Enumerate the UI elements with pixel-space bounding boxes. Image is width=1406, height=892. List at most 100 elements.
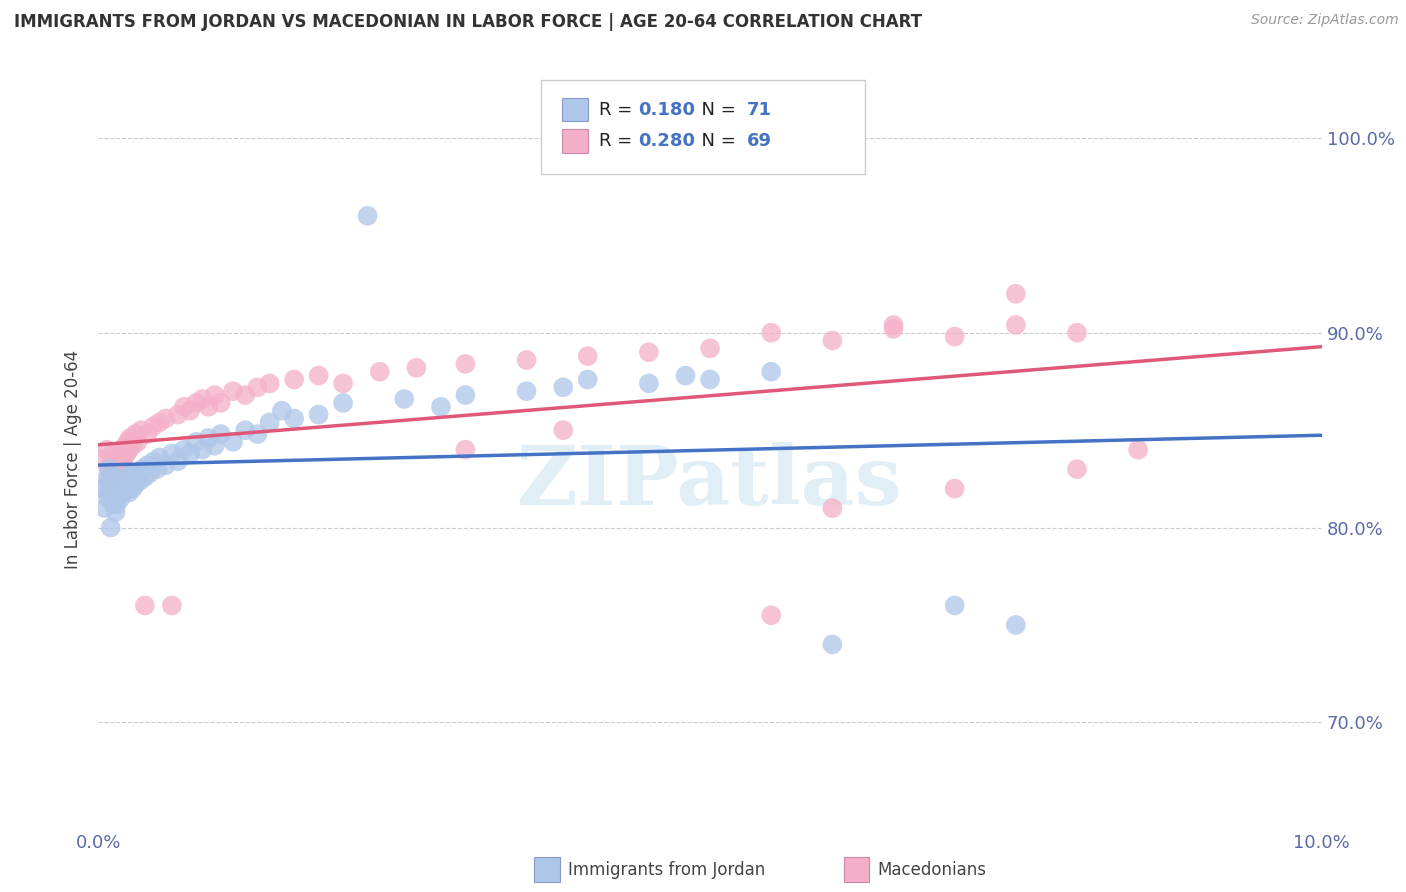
Point: [233, 423, 256, 437]
Point: [430, 400, 453, 414]
Point: [186, 434, 208, 449]
Point: [155, 458, 177, 473]
Point: [104, 485, 127, 500]
Point: [131, 462, 153, 476]
Point: [115, 446, 138, 460]
Point: [112, 450, 135, 465]
Point: [110, 446, 132, 460]
Point: [111, 454, 134, 468]
Text: N =: N =: [690, 132, 742, 150]
Point: [1066, 462, 1088, 476]
Point: [259, 416, 281, 430]
Point: [100, 520, 122, 534]
Point: [699, 342, 721, 356]
Point: [118, 442, 141, 457]
Point: [883, 322, 905, 336]
Point: [101, 470, 124, 484]
Point: [111, 482, 134, 496]
Point: [1004, 318, 1026, 332]
Point: [1004, 618, 1026, 632]
Point: [167, 454, 190, 468]
Point: [129, 423, 152, 437]
Point: [943, 599, 966, 613]
Text: 71: 71: [747, 101, 772, 119]
Point: [356, 209, 378, 223]
Point: [149, 416, 172, 430]
Point: [136, 458, 159, 473]
Point: [222, 434, 245, 449]
Point: [96, 472, 118, 486]
Y-axis label: In Labor Force | Age 20-64: In Labor Force | Age 20-64: [65, 350, 83, 569]
Point: [111, 485, 134, 500]
Point: [160, 599, 183, 613]
Point: [93, 482, 115, 496]
Point: [105, 474, 128, 488]
Point: [283, 372, 305, 386]
Point: [637, 376, 661, 391]
Point: [209, 396, 232, 410]
Point: [139, 466, 162, 480]
Point: [98, 472, 121, 486]
Point: [100, 485, 122, 500]
Point: [142, 419, 165, 434]
Point: [553, 423, 575, 437]
Point: [103, 470, 125, 484]
Point: [191, 442, 214, 457]
Point: [943, 329, 966, 343]
Point: [120, 474, 142, 488]
Text: Immigrants from Jordan: Immigrants from Jordan: [568, 861, 765, 879]
Point: [179, 446, 201, 460]
Point: [308, 368, 330, 383]
Text: 69: 69: [747, 132, 772, 150]
Point: [97, 491, 120, 506]
Point: [1004, 286, 1026, 301]
Point: [103, 466, 125, 480]
Point: [111, 442, 134, 457]
Point: [943, 482, 966, 496]
Point: [246, 427, 269, 442]
Point: [136, 427, 159, 442]
Text: Source: ZipAtlas.com: Source: ZipAtlas.com: [1251, 13, 1399, 28]
Point: [121, 482, 143, 496]
Point: [1128, 442, 1150, 457]
Point: [454, 442, 477, 457]
Point: [142, 454, 165, 468]
Point: [821, 501, 844, 516]
Point: [120, 466, 142, 480]
Point: [454, 357, 477, 371]
Point: [516, 353, 538, 368]
Point: [516, 384, 538, 399]
Point: [115, 470, 138, 484]
Point: [108, 458, 131, 473]
Point: [637, 345, 661, 359]
Text: Macedonians: Macedonians: [877, 861, 987, 879]
Point: [105, 497, 128, 511]
Point: [127, 434, 149, 449]
Point: [308, 408, 330, 422]
Point: [191, 392, 214, 406]
Point: [98, 462, 121, 476]
Point: [454, 388, 477, 402]
Point: [104, 454, 127, 468]
Point: [883, 318, 905, 332]
Point: [392, 392, 416, 406]
Point: [120, 431, 142, 445]
Point: [114, 439, 136, 453]
Point: [112, 474, 135, 488]
Point: [699, 372, 721, 386]
Point: [204, 439, 226, 453]
Point: [107, 450, 129, 465]
Point: [124, 427, 146, 442]
Text: IMMIGRANTS FROM JORDAN VS MACEDONIAN IN LABOR FORCE | AGE 20-64 CORRELATION CHAR: IMMIGRANTS FROM JORDAN VS MACEDONIAN IN …: [14, 13, 922, 31]
Point: [186, 396, 208, 410]
Point: [332, 396, 354, 410]
Point: [233, 388, 256, 402]
Point: [91, 452, 114, 467]
Text: 0.280: 0.280: [638, 132, 696, 150]
Point: [173, 442, 195, 457]
Text: R =: R =: [599, 132, 638, 150]
Point: [117, 434, 139, 449]
Point: [96, 442, 118, 457]
Point: [1066, 326, 1088, 340]
Point: [127, 466, 149, 480]
